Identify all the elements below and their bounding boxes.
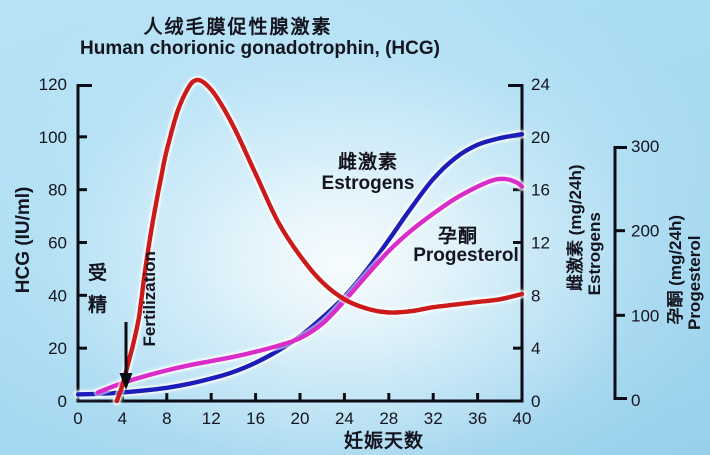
fertilization-arrow — [119, 322, 133, 390]
fertilization-label-en: Fertilization — [140, 251, 160, 347]
hcg-tick-label: 80 — [48, 181, 67, 200]
y-axis-label-progesterol-zh: 孕酮 (mg/24h) — [666, 214, 686, 325]
curve-label-estrogens-en: Estrogens — [321, 173, 415, 194]
x-tick-label: 12 — [202, 409, 221, 428]
curve-label-progesterol-zh: 孕酮 — [437, 226, 478, 247]
y-axis-label-estrogens-zh: 雌激素 (mg/24h) — [566, 164, 586, 292]
hcg-tick-label: 0 — [58, 392, 67, 411]
progesterol-tick-label: 0 — [631, 391, 640, 410]
x-axis-label: 妊娠天数 — [343, 431, 424, 452]
y-axis-label-estrogens-en: Estrogens — [585, 212, 605, 296]
x-tick-label: 20 — [291, 409, 310, 428]
hcg-tick-label: 120 — [39, 75, 67, 94]
y-axis-label-progesterol-en: Progesterol — [685, 235, 705, 331]
fertilization-label-zh: 受精 — [88, 263, 108, 316]
x-tick-label: 32 — [424, 409, 443, 428]
curves — [73, 75, 527, 406]
estrogens-tick-label: 24 — [531, 75, 550, 94]
curve-label-estrogens-zh: 雌激素 — [337, 152, 398, 173]
progesterol-tick-label: 300 — [631, 137, 659, 156]
progesterol-curve-halo — [93, 174, 527, 397]
hcg-tick-label: 60 — [48, 234, 67, 253]
estrogens-tick-label: 16 — [531, 181, 550, 200]
estrogens-tick-label: 4 — [531, 339, 540, 358]
hcg-tick-label: 20 — [48, 339, 67, 358]
curve-label-progesterol-en: Progesterol — [413, 245, 519, 266]
progesterol-tick-label: 200 — [631, 222, 659, 241]
progesterol-tick-label: 100 — [631, 306, 659, 325]
estrogens-tick-label: 8 — [531, 286, 540, 305]
page-subtitle: Human chorionic gonadotrophin, (HCG) — [80, 38, 440, 59]
estrogens-tick-label: 12 — [531, 234, 550, 253]
hcg-tick-label: 40 — [48, 286, 67, 305]
x-tick-label: 28 — [379, 409, 398, 428]
estrogens-tick-label: 0 — [531, 392, 540, 411]
x-tick-label: 40 — [513, 409, 532, 428]
estrogens-tick-label: 20 — [531, 128, 550, 147]
x-tick-label: 4 — [118, 409, 127, 428]
x-tick-label: 16 — [246, 409, 265, 428]
progesterol-curve — [95, 176, 525, 395]
y-axis-label-hcg: HCG (IU/ml) — [13, 186, 35, 294]
x-tick-label: 36 — [468, 409, 487, 428]
hcg-tick-label: 100 — [39, 128, 67, 147]
x-tick-label: 24 — [335, 409, 354, 428]
page-title: 人绒毛膜促性腺激素 — [143, 17, 333, 38]
x-tick-label: 0 — [73, 409, 82, 428]
x-tick-label: 8 — [162, 409, 171, 428]
hcg-curve — [114, 77, 525, 404]
